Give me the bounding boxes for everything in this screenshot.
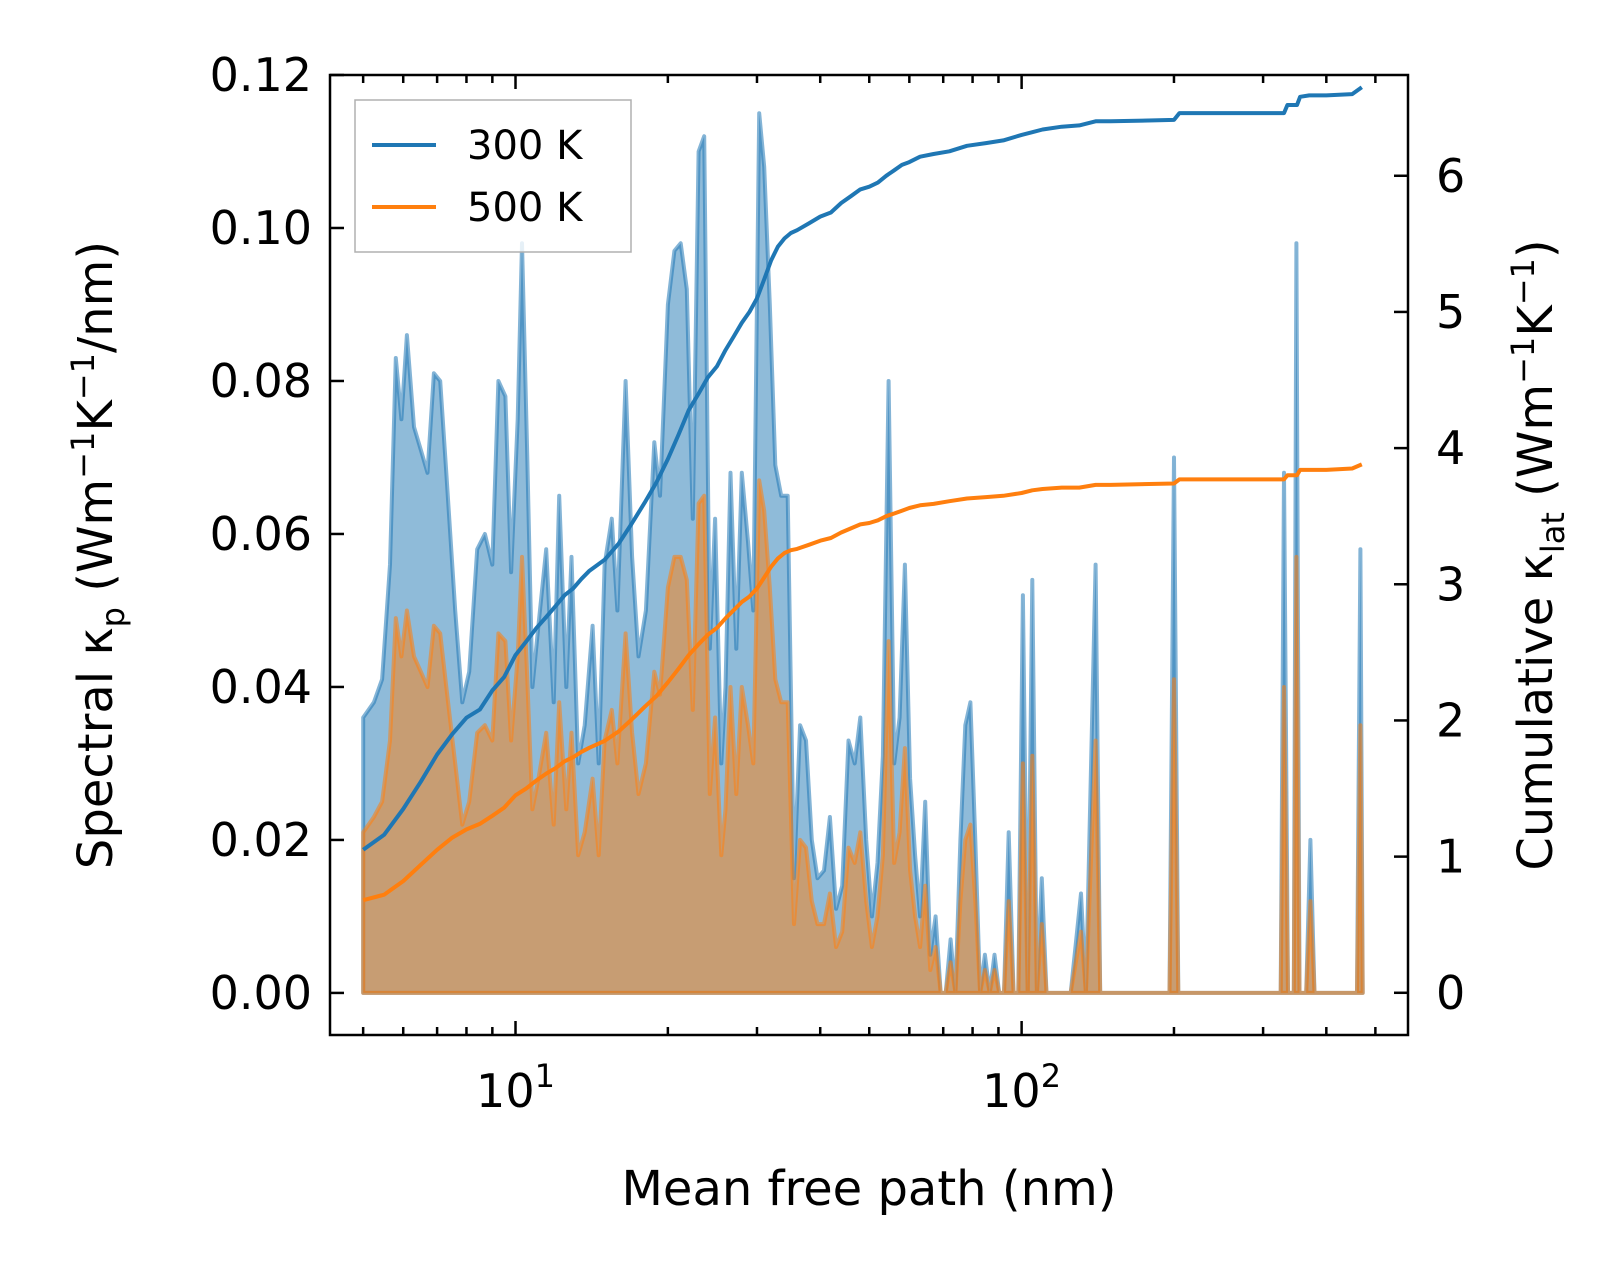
- left-y-tick-label: 0.00: [210, 966, 312, 1020]
- right-axis-label: Cumulative κlat (Wm−1K−1): [1504, 239, 1572, 870]
- left-y-tick-label: 0.10: [210, 201, 312, 255]
- right-y-tick-label: 3: [1436, 557, 1465, 611]
- tick-labels: 0.00 0.02 0.04 0.06 0.08 0.10 0.12 0 1 2 3 4 5 6 101 10…: [210, 48, 1466, 1118]
- plot-frame: [328, 73, 1410, 1037]
- left-y-tick-label: 0.06: [210, 507, 312, 561]
- right-y-tick-label: 0: [1436, 966, 1465, 1020]
- right-y-tick-label: 2: [1436, 693, 1465, 747]
- left-y-tick-label: 0.04: [210, 660, 312, 714]
- right-y-tick-label: 4: [1436, 421, 1465, 475]
- right-y-tick-label: 1: [1436, 830, 1465, 884]
- legend-label-300k: 300 K: [467, 123, 584, 169]
- left-y-tick-label: 0.12: [210, 48, 312, 102]
- right-y-tick-label: 5: [1436, 285, 1465, 339]
- cumulative-line-300k: [362, 85, 1363, 852]
- left-axis-label: Spectral κp (Wm−1K−1/nm): [64, 241, 132, 869]
- cumulative-line-500k: [362, 462, 1363, 903]
- legend: 300 K 500 K: [354, 99, 632, 253]
- cumulative-lines: [362, 85, 1363, 903]
- left-y-tick-label: 0.08: [210, 354, 312, 408]
- left-y-tick-label: 0.02: [210, 813, 312, 867]
- x-axis-label: Mean free path (nm): [622, 1161, 1117, 1217]
- legend-label-500k: 500 K: [467, 185, 584, 231]
- right-y-tick-label: 6: [1436, 149, 1465, 203]
- x-tick-label: 101: [476, 1057, 555, 1118]
- x-tick-label: 102: [982, 1057, 1061, 1118]
- legend-frame: [354, 99, 632, 253]
- spectral-area-500k: [361, 478, 1365, 995]
